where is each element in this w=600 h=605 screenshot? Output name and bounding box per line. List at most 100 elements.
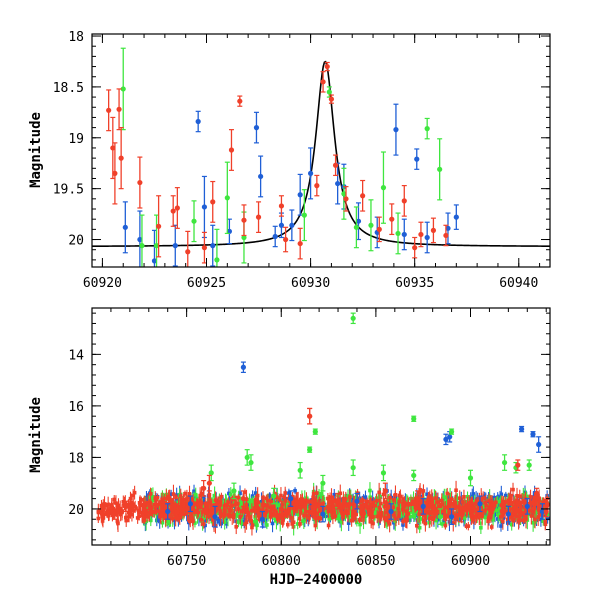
green-data-point	[244, 454, 250, 461]
red-data-point	[206, 480, 212, 486]
red-data-point	[100, 506, 106, 512]
survey-point	[176, 516, 180, 521]
survey-point	[282, 495, 287, 500]
red-data-point	[543, 508, 549, 515]
survey-point	[301, 519, 305, 524]
survey-point	[480, 512, 484, 517]
survey-point	[118, 506, 122, 511]
survey-point	[268, 509, 273, 514]
survey-point	[179, 510, 184, 514]
survey-point	[298, 505, 302, 510]
red-data-point	[534, 490, 540, 497]
survey-point	[427, 510, 432, 514]
survey-point	[106, 502, 110, 507]
survey-point	[499, 503, 504, 508]
survey-point	[247, 515, 252, 519]
survey-point	[301, 511, 305, 515]
survey-point	[398, 494, 403, 499]
survey-point	[494, 500, 498, 505]
survey-point	[349, 518, 354, 523]
survey-point	[196, 510, 201, 515]
survey-point	[371, 500, 376, 505]
survey-point	[326, 523, 331, 528]
survey-point	[375, 506, 379, 511]
survey-point	[279, 493, 283, 498]
survey-point	[250, 523, 255, 527]
red-data-point	[228, 147, 235, 153]
green-data-point	[307, 447, 313, 453]
red-data-point	[185, 249, 191, 255]
survey-point	[169, 507, 173, 512]
blue-data-point	[393, 127, 399, 133]
survey-point	[531, 520, 535, 525]
x-tick-label: 60930	[291, 276, 330, 291]
survey-point	[364, 511, 369, 516]
survey-point	[174, 495, 178, 499]
survey-point	[170, 505, 174, 510]
survey-point	[245, 499, 250, 504]
survey-point	[427, 520, 431, 525]
survey-point	[314, 511, 319, 516]
survey-point	[521, 492, 526, 497]
survey-point	[403, 517, 408, 522]
survey-point	[172, 503, 176, 508]
green-data-point	[139, 243, 145, 249]
survey-point	[226, 513, 230, 517]
survey-point	[139, 498, 144, 502]
survey-point	[208, 508, 213, 513]
plot-frame	[91, 33, 551, 268]
survey-point	[234, 514, 239, 518]
survey-point	[292, 497, 297, 502]
survey-point	[544, 498, 548, 503]
survey-point	[250, 525, 254, 530]
survey-point	[133, 505, 137, 509]
survey-point	[178, 505, 183, 509]
survey-point	[516, 518, 521, 523]
survey-point	[145, 506, 150, 511]
survey-point	[199, 500, 204, 505]
survey-point	[372, 503, 377, 508]
survey-point	[240, 500, 245, 505]
survey-point	[169, 492, 173, 496]
survey-point	[123, 501, 128, 506]
survey-point	[385, 508, 390, 512]
survey-point	[355, 520, 359, 524]
survey-point	[509, 522, 514, 527]
survey-point	[317, 494, 321, 499]
survey-point	[112, 497, 117, 502]
survey-point	[166, 513, 171, 517]
survey-point	[471, 517, 476, 522]
survey-point	[443, 523, 448, 528]
survey-point	[482, 494, 487, 498]
survey-point	[250, 494, 255, 498]
survey-point	[272, 491, 277, 496]
survey-point	[515, 501, 520, 506]
survey-point	[181, 502, 186, 506]
survey-point	[462, 505, 467, 510]
survey-point	[501, 511, 506, 516]
survey-point	[339, 509, 344, 514]
survey-point	[224, 521, 229, 526]
survey-point	[327, 502, 331, 506]
survey-point	[462, 495, 466, 499]
survey-point	[477, 511, 482, 516]
survey-point	[224, 502, 229, 507]
red-data-point	[116, 106, 122, 112]
survey-point	[396, 506, 400, 511]
survey-point	[424, 506, 429, 510]
survey-point	[473, 501, 478, 506]
survey-point	[311, 511, 316, 516]
survey-point	[423, 521, 428, 526]
survey-point	[141, 517, 146, 522]
red-data-point	[328, 96, 335, 102]
survey-point	[326, 496, 330, 501]
survey-point	[193, 492, 198, 497]
red-data-point	[210, 199, 216, 205]
survey-point	[421, 518, 426, 523]
survey-point	[135, 516, 140, 520]
survey-point	[385, 518, 390, 523]
survey-point	[479, 525, 483, 530]
survey-point	[489, 513, 493, 517]
survey-point	[445, 505, 450, 510]
red-data-point	[360, 193, 366, 199]
